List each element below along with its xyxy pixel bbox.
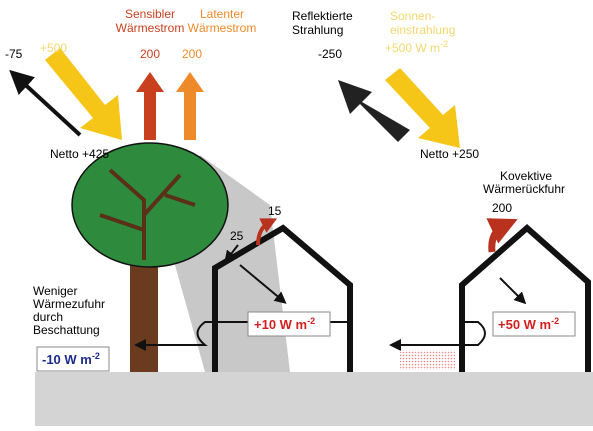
label: Wärmezufuhr — [33, 297, 105, 311]
warm-air — [400, 350, 455, 370]
diagram: -75 +500 Sensibler Wärmestrom 200 Latent… — [0, 0, 593, 426]
flux-label: +50 W m-2 — [498, 316, 559, 332]
label: Sensibler — [125, 7, 175, 21]
label: Netto +250 — [420, 147, 479, 161]
label: Wärmerückfuhr — [483, 182, 565, 196]
label: +500 — [40, 41, 67, 55]
label: Latenter — [200, 7, 244, 21]
label: Reflektierte — [292, 9, 353, 23]
label: Beschattung — [33, 323, 100, 337]
flux-label: -10 W m-2 — [42, 351, 100, 367]
label: Strahlung — [292, 23, 343, 37]
label: Netto +425 — [50, 147, 109, 161]
label: Wärmestrom — [116, 21, 185, 35]
label: Wärmestrom — [188, 21, 257, 35]
label: 15 — [268, 204, 282, 218]
label: Sonnen- — [390, 9, 435, 23]
label: durch — [33, 310, 63, 324]
label: 200 — [492, 201, 512, 215]
label: -250 — [318, 47, 342, 61]
label: -75 — [5, 47, 23, 61]
ground — [35, 372, 593, 426]
label: Kovektive — [500, 169, 552, 183]
flux-label: +10 W m-2 — [254, 316, 315, 332]
label: Weniger — [33, 284, 77, 298]
label: 200 — [140, 47, 160, 61]
tree-crown — [72, 143, 228, 267]
label: 25 — [230, 229, 244, 243]
label: +500 W m-2 — [385, 39, 448, 55]
label: einstrahlung — [390, 23, 455, 37]
label: 200 — [182, 47, 202, 61]
trunk — [130, 250, 158, 372]
